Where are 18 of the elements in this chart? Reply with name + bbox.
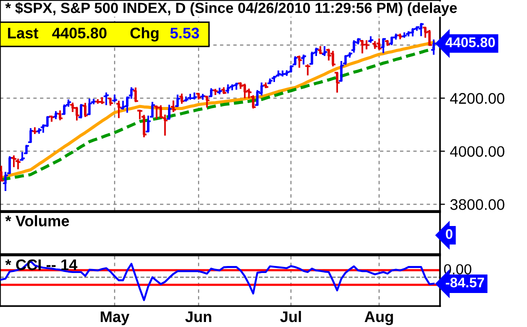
text: 4405.80	[445, 37, 495, 48]
x-tick-label: Jun	[185, 311, 212, 322]
x-tick-label: May	[100, 311, 130, 326]
annotation: 4405.80	[52, 28, 107, 38]
text: 0	[446, 229, 452, 239]
chart-title: * $SPX, S&P 500 INDEX, D (Since 04/26/2010 11:29:56 PM) (delaye	[5, 2, 457, 16]
ref-line-label: 0.00	[444, 264, 472, 274]
y-tick-label: 4200.00	[450, 93, 504, 104]
text: * Volume	[5, 215, 70, 226]
text: -84.57	[446, 278, 484, 288]
annotation: 5.53	[170, 28, 200, 38]
y-tick-label: 4000.00	[450, 146, 504, 157]
x-tick-label: Aug	[364, 311, 393, 326]
candlestick	[142, 114, 146, 138]
x-tick-label: Jul	[280, 310, 301, 322]
annotation: Chg	[130, 27, 158, 42]
annotation: Last	[8, 28, 38, 38]
y-tick-label: 3800.00	[450, 199, 504, 210]
